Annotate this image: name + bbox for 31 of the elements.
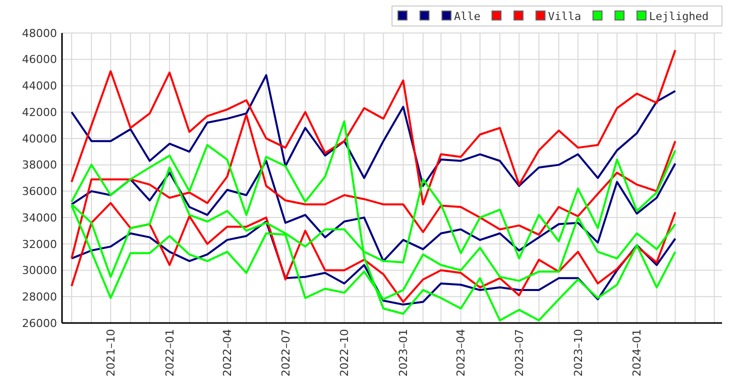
x-tick-label: 2022–01 [163,329,176,376]
x-tick-label: 2021–10 [104,329,118,376]
y-tick-label: 38000 [22,158,57,172]
y-tick-label: 40000 [22,132,57,146]
y-tick-label: 44000 [22,80,57,93]
y-tick-label: 46000 [22,53,57,66]
line-series [70,120,676,322]
line-series [70,49,676,206]
x-tick-label: 2023–07 [512,329,526,376]
line-series [70,160,676,262]
x-tick-label: 2022–04 [221,329,234,376]
line-series [70,114,676,260]
y-tick-label: 42000 [22,106,57,119]
x-tick-label: 2023–04 [454,329,468,376]
y-tick-label: 28000 [22,290,57,304]
x-tick-label: 2023–10 [572,329,585,376]
line-series [70,220,676,306]
x-tick-label: 2022–10 [338,329,352,376]
y-tick-label: 30000 [22,264,57,278]
line-series [70,74,676,187]
y-tick-label: 34000 [22,211,57,224]
legend-label: Lejlighed [649,10,709,23]
y-tick-label: 48000 [22,26,57,40]
y-tick-label: 36000 [22,185,57,198]
x-tick-label: 2022–07 [279,329,292,376]
x-tick-label: 2023–01 [397,329,410,376]
legend-label: Alle [454,10,480,23]
y-tick-label: 26000 [22,316,57,330]
y-tick-label: 32000 [22,238,57,251]
legend-label: Villa [548,10,582,23]
x-tick-label: 2024–01 [630,329,644,376]
